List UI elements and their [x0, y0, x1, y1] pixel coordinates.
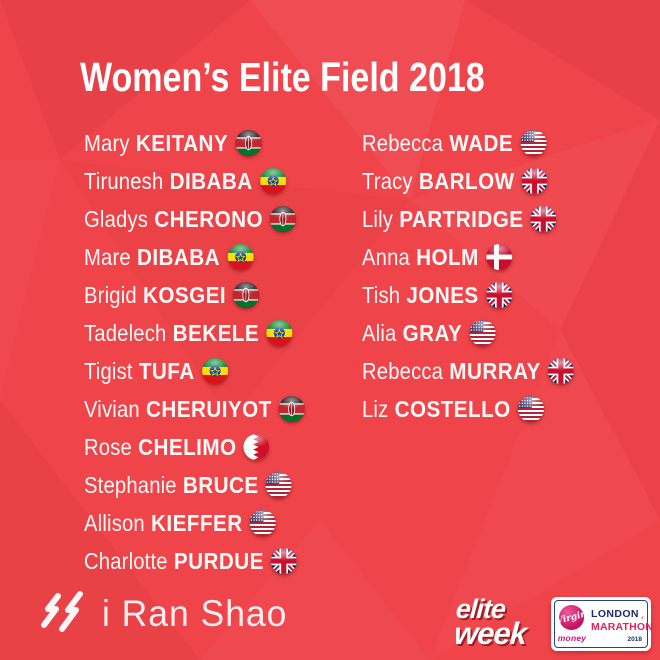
- athlete-last-name: KOSGEI: [142, 281, 227, 308]
- athlete-last-name: GRAY: [402, 319, 463, 346]
- athlete-row: Rebecca WADE: [362, 129, 572, 156]
- athlete-last-name: PARTRIDGE: [399, 205, 524, 232]
- athlete-first-name: Gladys: [84, 205, 149, 232]
- athlete-row: Lily PARTRIDGE: [362, 205, 572, 232]
- athlete-first-name: Lily: [362, 205, 394, 232]
- athlete-last-name: HOLM: [416, 243, 479, 270]
- athlete-last-name: BEKELE: [172, 319, 260, 346]
- athlete-last-name: JONES: [406, 281, 479, 308]
- usa-flag-icon: [469, 320, 496, 346]
- marathon-wordmark: MARATHON: [591, 621, 654, 633]
- athlete-last-name: CHELIMO: [138, 433, 237, 460]
- athlete-first-name: Mary: [84, 129, 130, 156]
- iranshao-logo: i Ran Shao: [36, 590, 295, 638]
- money-wordmark: money: [557, 633, 587, 643]
- athlete-row: Rose CHELIMO: [84, 433, 303, 460]
- kenya-flag-icon: [235, 130, 262, 156]
- athlete-last-name: WADE: [449, 129, 514, 156]
- uk-flag-icon: [521, 168, 548, 194]
- athlete-first-name: Rose: [84, 433, 132, 460]
- usa-flag-icon: [517, 396, 544, 422]
- denmark-flag-icon: [486, 244, 513, 270]
- marathon-year: 2018: [627, 636, 642, 643]
- kenya-flag-icon: [278, 396, 305, 422]
- iranshao-runner-icon: [36, 590, 90, 638]
- uk-flag-icon: [485, 282, 512, 308]
- eliteweek-line2: week: [453, 616, 528, 652]
- athlete-last-name: CHERUIYOT: [145, 395, 272, 422]
- athlete-first-name: Anna: [362, 243, 410, 270]
- usa-flag-icon: [520, 130, 547, 156]
- ethiopia-flag-icon: [259, 168, 286, 194]
- uk-flag-icon: [548, 358, 575, 384]
- ethiopia-flag-icon: [266, 320, 293, 346]
- athlete-last-name: DIBABA: [169, 167, 253, 194]
- page-title: Women’s Elite Field 2018: [80, 54, 485, 100]
- london-marathon-border: Virgin money LONDON MARATHON 2018: [554, 600, 654, 648]
- uk-flag-icon: [530, 206, 557, 232]
- ethiopia-flag-icon: [227, 244, 254, 270]
- athlete-row: Alia GRAY: [362, 319, 572, 346]
- athlete-first-name: Liz: [362, 395, 389, 422]
- athlete-row: Brigid KOSGEI: [84, 281, 303, 308]
- athlete-column-left: Mary KEITANY Tirunesh DIBABA Gladys CHERONO Ma…: [84, 129, 333, 574]
- ethiopia-flag-icon: [201, 358, 228, 384]
- athlete-first-name: Mare: [84, 243, 131, 270]
- usa-flag-icon: [249, 510, 276, 536]
- athlete-row: Stephanie BRUCE: [84, 471, 303, 498]
- athlete-first-name: Charlotte: [84, 547, 168, 574]
- athlete-row: Tracy BARLOW: [362, 167, 572, 194]
- athlete-first-name: Tracy: [362, 167, 413, 194]
- eliteweek-logo: elite week: [453, 594, 528, 652]
- athlete-first-name: Tish: [362, 281, 401, 308]
- athlete-last-name: BRUCE: [182, 471, 259, 498]
- london-marathon-logo: Virgin money LONDON MARATHON 2018: [551, 597, 654, 651]
- athlete-last-name: DIBABA: [136, 243, 221, 270]
- athlete-first-name: Tirunesh: [84, 167, 164, 194]
- london-wordmark: LONDON: [591, 607, 639, 620]
- kenya-flag-icon: [270, 206, 297, 232]
- athlete-first-name: Rebecca: [362, 129, 444, 156]
- athlete-row: Tigist TUFA: [84, 357, 303, 384]
- athlete-row: Gladys CHERONO: [84, 205, 303, 232]
- athlete-last-name: TUFA: [138, 357, 195, 384]
- bahrain-flag-icon: [243, 434, 270, 460]
- athlete-row: Liz COSTELLO: [362, 395, 572, 422]
- athlete-last-name: COSTELLO: [394, 395, 511, 422]
- athlete-row: Rebecca MURRAY: [362, 357, 575, 384]
- athlete-last-name: KEITANY: [135, 129, 229, 156]
- athlete-row: Mare DIBABA: [84, 243, 303, 270]
- athlete-last-name: CHERONO: [154, 205, 264, 232]
- uk-flag-icon: [271, 548, 298, 574]
- athlete-first-name: Brigid: [84, 281, 137, 308]
- usa-flag-icon: [265, 472, 292, 498]
- athlete-first-name: Rebecca: [362, 357, 444, 384]
- athlete-last-name: MURRAY: [449, 357, 541, 384]
- virgin-wordmark: Virgin: [555, 608, 588, 627]
- marathon-runner-icon: [641, 607, 644, 620]
- athlete-row: Anna HOLM: [362, 243, 572, 270]
- athlete-row: Tish JONES: [362, 281, 572, 308]
- athlete-last-name: BARLOW: [418, 167, 515, 194]
- athlete-first-name: Alia: [362, 319, 397, 346]
- athlete-row: Allison KIEFFER: [84, 509, 303, 536]
- iranshao-wordmark: i Ran Shao: [102, 593, 288, 634]
- athlete-first-name: Stephanie: [84, 471, 177, 498]
- athlete-row: Tirunesh DIBABA: [84, 167, 303, 194]
- athlete-last-name: KIEFFER: [151, 509, 243, 536]
- athlete-row: Mary KEITANY: [84, 129, 303, 156]
- athlete-last-name: PURDUE: [173, 547, 264, 574]
- athlete-row: Charlotte PURDUE: [84, 547, 303, 574]
- athlete-first-name: Tigist: [84, 357, 133, 384]
- kenya-flag-icon: [233, 282, 260, 308]
- athlete-row: Tadelech BEKELE: [84, 319, 303, 346]
- athlete-first-name: Allison: [84, 509, 145, 536]
- athlete-column-right: Rebecca WADE Tracy BARLOW Lily PARTRIDGE Anna H…: [362, 129, 601, 422]
- athlete-row: Vivian CHERUIYOT: [84, 395, 305, 422]
- athlete-first-name: Vivian: [84, 395, 140, 422]
- virgin-money-icon: Virgin: [555, 605, 588, 630]
- athlete-first-name: Tadelech: [84, 319, 167, 346]
